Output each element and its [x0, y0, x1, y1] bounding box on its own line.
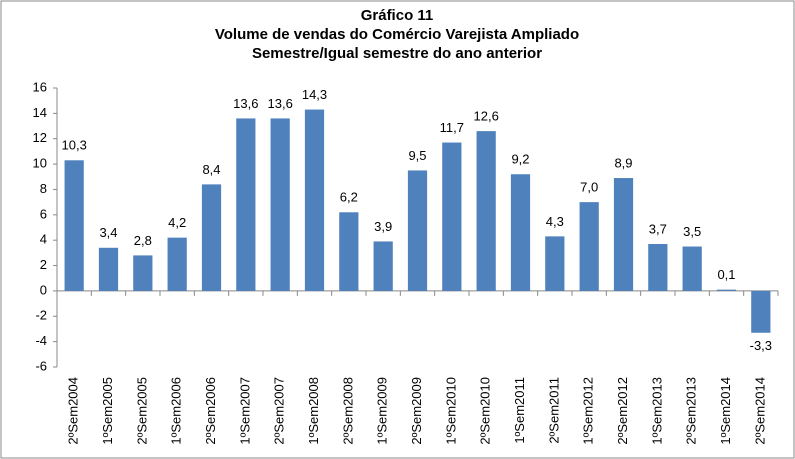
data-label: 3,5	[683, 224, 701, 239]
x-tick-label: 2ºSem2009	[409, 377, 424, 445]
data-label: 4,3	[546, 214, 564, 229]
y-tick-label: 6	[40, 206, 47, 221]
x-tick-label: 2ºSem2004	[66, 377, 81, 445]
bar	[98, 247, 119, 291]
y-tick-label: 12	[33, 130, 47, 145]
bar	[716, 289, 737, 291]
bar	[339, 212, 359, 291]
bar	[476, 131, 496, 291]
bar	[270, 118, 290, 291]
x-tick-label: 1ºSem2014	[718, 377, 733, 445]
bar	[167, 237, 187, 291]
chart-title: Semestre/Igual semestre do ano anterior	[252, 45, 542, 62]
data-label: 0,1	[717, 267, 735, 282]
data-label: 13,6	[268, 96, 293, 111]
data-label: 14,3	[302, 87, 327, 102]
data-label: 9,5	[408, 148, 426, 163]
data-label: 4,2	[168, 215, 186, 230]
y-tick-label: 8	[40, 181, 47, 196]
y-tick-label: 0	[40, 282, 47, 297]
data-label: 6,2	[340, 190, 358, 205]
bar	[64, 160, 84, 291]
data-label: 10,3	[62, 138, 87, 153]
bar	[545, 236, 565, 291]
bar	[579, 202, 599, 291]
x-tick-label: 1ºSem2007	[237, 377, 252, 445]
x-tick-label: 2ºSem2008	[340, 377, 355, 445]
y-tick-label: -6	[35, 358, 47, 373]
x-tick-label: 1ºSem2010	[443, 377, 458, 445]
x-tick-label: 2ºSem2007	[272, 377, 287, 445]
data-label: 3,4	[99, 225, 117, 240]
data-label: -3,3	[750, 338, 772, 353]
bar	[682, 246, 702, 291]
x-tick-label: 1ºSem2012	[581, 377, 596, 445]
data-label: 8,9	[614, 155, 632, 170]
y-tick-label: 10	[33, 156, 47, 171]
bar	[133, 255, 153, 291]
x-tick-label: 2ºSem2012	[615, 377, 630, 445]
data-label: 9,2	[511, 152, 529, 167]
bar	[236, 118, 256, 291]
x-tick-label: 1ºSem2009	[375, 377, 390, 445]
y-tick-label: 16	[33, 79, 47, 94]
x-tick-label: 2ºSem2005	[134, 377, 149, 445]
x-tick-label: 2ºSem2013	[684, 377, 699, 445]
y-tick-label: 2	[40, 257, 47, 272]
bar	[201, 184, 222, 291]
bar	[613, 178, 634, 291]
x-tick-label: 2ºSem2011	[546, 377, 561, 444]
data-label: 11,7	[440, 120, 464, 135]
bar	[304, 109, 325, 291]
x-tick-label: 1ºSem2006	[169, 377, 184, 445]
y-tick-label: -2	[35, 308, 47, 323]
x-tick-label: 1ºSem2013	[649, 377, 664, 445]
chart-title: Volume de vendas do Comércio Varejista A…	[215, 26, 579, 43]
data-label: 3,7	[649, 221, 667, 236]
x-tick-label: 1ºSem2011	[512, 377, 527, 444]
bar	[510, 174, 531, 291]
bar	[751, 290, 771, 333]
bar	[442, 142, 462, 291]
x-tick-label: 1ºSem2008	[306, 377, 321, 445]
y-tick-label: -4	[35, 333, 47, 348]
data-label: 13,6	[233, 96, 258, 111]
x-tick-label: 2ºSem2010	[478, 377, 493, 445]
data-label: 2,8	[134, 233, 152, 248]
data-label: 12,6	[474, 109, 499, 124]
data-label: 8,4	[202, 162, 220, 177]
chart-title: Gráfico 11	[361, 7, 434, 24]
data-label: 7,0	[580, 180, 598, 195]
x-tick-label: 1ºSem2005	[100, 377, 115, 445]
bar	[407, 170, 428, 291]
bar	[648, 243, 668, 291]
x-tick-label: 2ºSem2006	[203, 377, 218, 445]
y-tick-label: 4	[40, 232, 47, 247]
bar	[373, 241, 393, 291]
x-tick-label: 2ºSem2014	[752, 377, 767, 445]
y-tick-label: 14	[33, 105, 47, 120]
data-label: 3,9	[374, 219, 392, 234]
